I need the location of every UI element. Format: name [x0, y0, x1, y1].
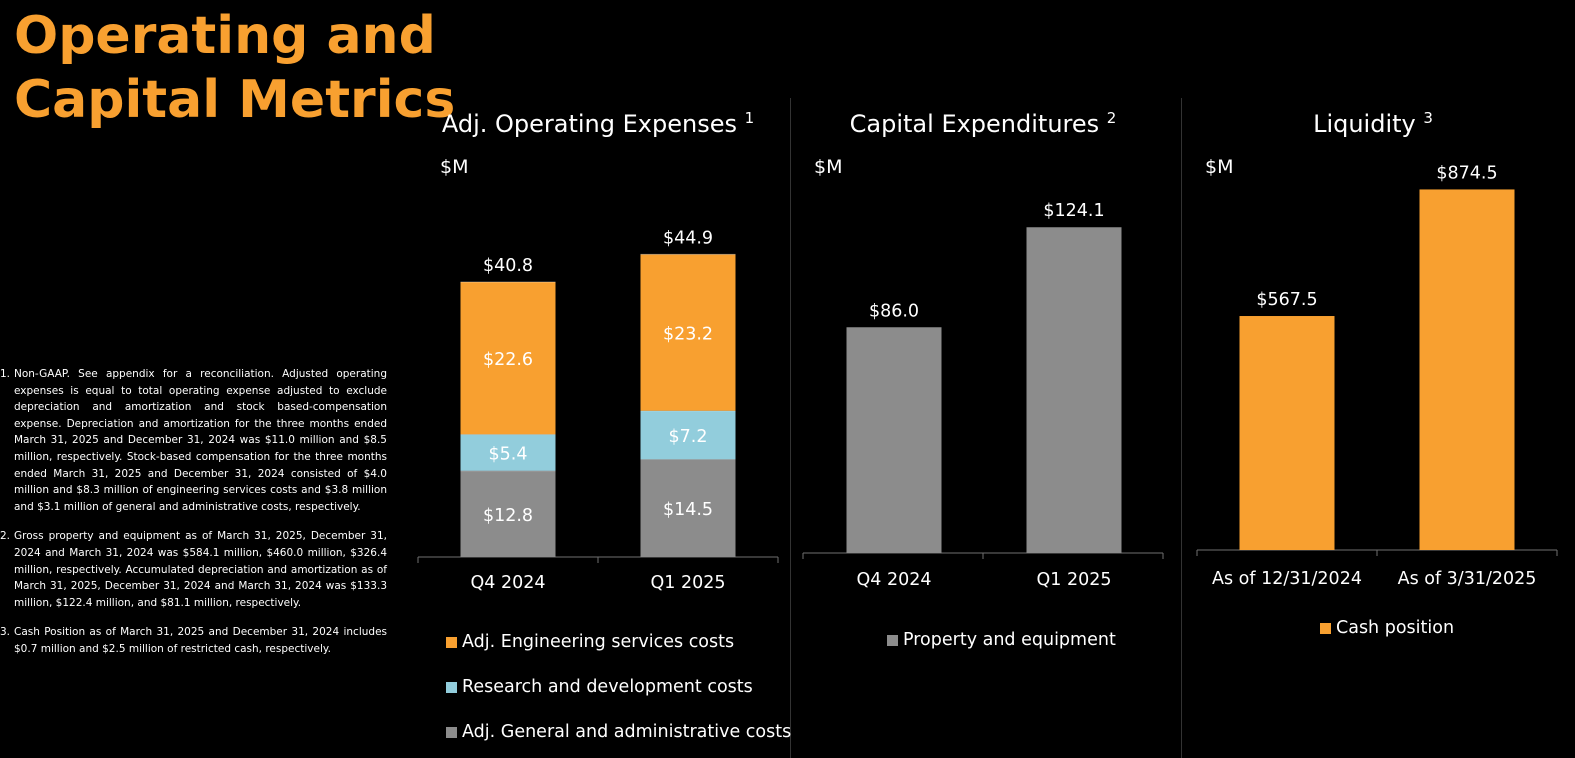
bar	[640, 459, 736, 557]
legend-item-general-admin: Adj. General and administrative costs	[446, 722, 791, 742]
page-title-line2: Capital Metrics	[14, 70, 456, 130]
footnote-1: 1. Non-GAAP. See appendix for a reconcil…	[0, 366, 387, 515]
bar-total-label: $40.8	[483, 256, 533, 276]
legend-item-engineering: Adj. Engineering services costs	[446, 632, 734, 652]
bar-data-label: $22.6	[483, 350, 533, 370]
footnote-text: Non-GAAP. See appendix for a reconciliat…	[14, 368, 387, 513]
footnote-text: Cash Position as of March 31, 2025 and D…	[14, 626, 387, 655]
x-tick-label: Q1 2025	[1036, 570, 1111, 590]
capex-title-text: Capital Expenditures	[849, 110, 1100, 138]
x-tick-label: Q4 2024	[856, 570, 931, 590]
bar	[460, 282, 556, 435]
x-tick-label: As of 3/31/2025	[1398, 569, 1537, 589]
legend-swatch	[887, 634, 898, 646]
liquidity-title-text: Liquidity	[1313, 110, 1416, 138]
legend-swatch	[446, 636, 457, 648]
bar-data-label: $567.5	[1256, 290, 1317, 310]
bar	[1419, 189, 1515, 550]
x-tick-label: Q4 2024	[470, 573, 545, 593]
footnote-2: 2. Gross property and equipment as of Ma…	[0, 528, 387, 611]
bar-data-label: $12.8	[483, 506, 533, 526]
page-title: Operating and Capital Metrics	[14, 4, 455, 132]
panel-divider	[1181, 98, 1182, 758]
bar	[640, 254, 736, 411]
liquidity-unit-label: $M	[1205, 156, 1234, 178]
footnote-text: Gross property and equipment as of March…	[14, 530, 387, 609]
footnote-marker: 1.	[0, 368, 11, 380]
bar	[1026, 227, 1122, 554]
opex-unit-label: $M	[440, 156, 469, 178]
legend-item-research: Research and development costs	[446, 677, 753, 697]
x-tick-label: Q1 2025	[650, 573, 725, 593]
legend-item-cash: Cash position	[1320, 618, 1454, 638]
bar	[460, 470, 556, 557]
bar-data-label: $874.5	[1436, 163, 1497, 183]
capex-unit-label: $M	[814, 156, 843, 178]
legend-label: Property and equipment	[903, 630, 1116, 650]
bar	[1239, 316, 1335, 550]
legend-label: Cash position	[1336, 618, 1455, 638]
opex-title-text: Adj. Operating Expenses	[441, 110, 737, 138]
bar-data-label: $23.2	[663, 325, 713, 345]
panel-divider	[790, 98, 791, 758]
capex-title-footnote: 2	[1106, 109, 1117, 127]
opex-chart-title: Adj. Operating Expenses 1	[442, 109, 754, 138]
legend-swatch	[446, 681, 457, 693]
footnote-marker: 3.	[0, 626, 11, 639]
legend-label: Adj. General and administrative costs	[462, 722, 792, 742]
footnote-marker: 2.	[0, 530, 11, 543]
footnote-3: 3. Cash Position as of March 31, 2025 an…	[0, 624, 387, 657]
legend-swatch	[446, 726, 457, 738]
footnotes: 1. Non-GAAP. See appendix for a reconcil…	[0, 366, 387, 671]
bar	[846, 327, 942, 553]
bar-data-label: $124.1	[1043, 201, 1104, 221]
opex-title-footnote: 1	[744, 109, 755, 127]
bar-data-label: $7.2	[669, 427, 708, 447]
bar	[460, 434, 556, 471]
capex-chart-title: Capital Expenditures 2	[850, 109, 1117, 138]
legend-label: Adj. Engineering services costs	[462, 632, 735, 652]
bar-data-label: $86.0	[869, 301, 919, 321]
legend-swatch	[1320, 622, 1331, 634]
page-title-line1: Operating and	[14, 6, 436, 66]
liquidity-title-footnote: 3	[1423, 109, 1433, 127]
x-tick-label: As of 12/31/2024	[1212, 569, 1362, 589]
bar-total-label: $44.9	[663, 228, 713, 248]
bar	[640, 410, 736, 460]
legend-label: Research and development costs	[462, 677, 753, 697]
legend-item-property: Property and equipment	[887, 630, 1116, 650]
liquidity-chart-title: Liquidity 3	[1313, 109, 1433, 138]
bar-data-label: $14.5	[663, 500, 713, 520]
bar-data-label: $5.4	[489, 445, 528, 465]
